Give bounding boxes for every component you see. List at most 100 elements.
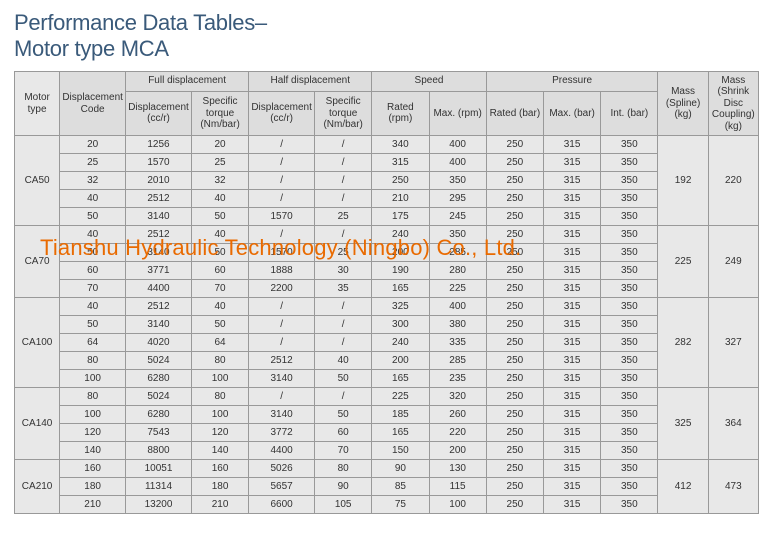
full-ccr-cell: 4020: [126, 334, 192, 352]
rated-bar-cell: 250: [486, 172, 543, 190]
full-torque-cell: 40: [191, 226, 248, 244]
header-mass-spline: Mass (Spline) (kg): [658, 71, 708, 136]
mass-spline-cell: 282: [658, 298, 708, 388]
motor-type-cell: CA50: [15, 136, 60, 226]
disp-code-cell: 32: [60, 172, 126, 190]
rated-rpm-cell: 165: [372, 424, 429, 442]
int-bar-cell: 350: [601, 460, 658, 478]
int-bar-cell: 350: [601, 190, 658, 208]
half-torque-cell: /: [315, 172, 372, 190]
max-rpm-cell: 350: [429, 172, 486, 190]
max-rpm-cell: 400: [429, 154, 486, 172]
full-ccr-cell: 6280: [126, 370, 192, 388]
rated-rpm-cell: 200: [372, 352, 429, 370]
half-torque-cell: 25: [315, 208, 372, 226]
int-bar-cell: 350: [601, 442, 658, 460]
table-row: 21013200210660010575100250315350: [15, 496, 759, 514]
rated-rpm-cell: 240: [372, 226, 429, 244]
rated-bar-cell: 250: [486, 208, 543, 226]
full-torque-cell: 60: [191, 262, 248, 280]
mass-shrink-cell: 364: [708, 388, 758, 460]
full-torque-cell: 64: [191, 334, 248, 352]
full-torque-cell: 32: [191, 172, 248, 190]
disp-code-cell: 80: [60, 388, 126, 406]
disp-code-cell: 210: [60, 496, 126, 514]
rated-bar-cell: 250: [486, 154, 543, 172]
rated-rpm-cell: 190: [372, 262, 429, 280]
mass-spline-cell: 225: [658, 226, 708, 298]
max-bar-cell: 315: [543, 136, 600, 154]
max-bar-cell: 315: [543, 442, 600, 460]
full-ccr-cell: 2512: [126, 298, 192, 316]
rated-bar-cell: 250: [486, 244, 543, 262]
full-torque-cell: 80: [191, 352, 248, 370]
header-half-ccr: Displacement (cc/r): [249, 91, 315, 136]
full-ccr-cell: 1570: [126, 154, 192, 172]
half-torque-cell: /: [315, 226, 372, 244]
max-bar-cell: 315: [543, 460, 600, 478]
max-rpm-cell: 220: [429, 424, 486, 442]
header-pressure: Pressure: [486, 71, 658, 91]
half-torque-cell: 35: [315, 280, 372, 298]
title-line-1: Performance Data Tables–: [14, 10, 267, 35]
max-bar-cell: 315: [543, 244, 600, 262]
half-torque-cell: /: [315, 334, 372, 352]
max-rpm-cell: 235: [429, 370, 486, 388]
rated-rpm-cell: 315: [372, 154, 429, 172]
half-torque-cell: 105: [315, 496, 372, 514]
performance-table: Motor type Displacement Code Full displa…: [14, 71, 759, 515]
half-torque-cell: 90: [315, 478, 372, 496]
half-ccr-cell: 2512: [249, 352, 315, 370]
full-ccr-cell: 6280: [126, 406, 192, 424]
table-row: 50314050157025200285250315350: [15, 244, 759, 262]
full-torque-cell: 100: [191, 406, 248, 424]
full-ccr-cell: 3140: [126, 316, 192, 334]
disp-code-cell: 40: [60, 226, 126, 244]
max-bar-cell: 315: [543, 298, 600, 316]
table-row: 25157025//315400250315350: [15, 154, 759, 172]
disp-code-cell: 50: [60, 244, 126, 262]
int-bar-cell: 350: [601, 316, 658, 334]
table-row: 40251240//210295250315350: [15, 190, 759, 208]
max-bar-cell: 315: [543, 406, 600, 424]
header-half-disp: Half displacement: [249, 71, 372, 91]
half-torque-cell: /: [315, 136, 372, 154]
table-row: CA21016010051160502680901302503153504124…: [15, 460, 759, 478]
table-row: CA10040251240//325400250315350282327: [15, 298, 759, 316]
max-rpm-cell: 295: [429, 190, 486, 208]
rated-bar-cell: 250: [486, 352, 543, 370]
disp-code-cell: 50: [60, 316, 126, 334]
half-torque-cell: 40: [315, 352, 372, 370]
half-ccr-cell: 1570: [249, 244, 315, 262]
rated-rpm-cell: 90: [372, 460, 429, 478]
max-rpm-cell: 285: [429, 352, 486, 370]
table-row: CA7040251240//240350250315350225249: [15, 226, 759, 244]
rated-bar-cell: 250: [486, 298, 543, 316]
int-bar-cell: 350: [601, 388, 658, 406]
rated-bar-cell: 250: [486, 478, 543, 496]
half-torque-cell: /: [315, 388, 372, 406]
full-torque-cell: 50: [191, 208, 248, 226]
half-ccr-cell: 3140: [249, 406, 315, 424]
rated-bar-cell: 250: [486, 496, 543, 514]
disp-code-cell: 50: [60, 208, 126, 226]
full-torque-cell: 70: [191, 280, 248, 298]
half-ccr-cell: 1888: [249, 262, 315, 280]
int-bar-cell: 350: [601, 136, 658, 154]
half-ccr-cell: 6600: [249, 496, 315, 514]
full-torque-cell: 140: [191, 442, 248, 460]
max-rpm-cell: 400: [429, 298, 486, 316]
half-ccr-cell: 3140: [249, 370, 315, 388]
half-torque-cell: /: [315, 316, 372, 334]
half-ccr-cell: 2200: [249, 280, 315, 298]
max-bar-cell: 315: [543, 334, 600, 352]
mass-spline-cell: 325: [658, 388, 708, 460]
header-speed: Speed: [372, 71, 486, 91]
header-disp-code: Displacement Code: [60, 71, 126, 136]
max-bar-cell: 315: [543, 226, 600, 244]
half-torque-cell: 80: [315, 460, 372, 478]
disp-code-cell: 100: [60, 406, 126, 424]
table-row: CA14080502480//225320250315350325364: [15, 388, 759, 406]
half-ccr-cell: 3772: [249, 424, 315, 442]
max-bar-cell: 315: [543, 154, 600, 172]
